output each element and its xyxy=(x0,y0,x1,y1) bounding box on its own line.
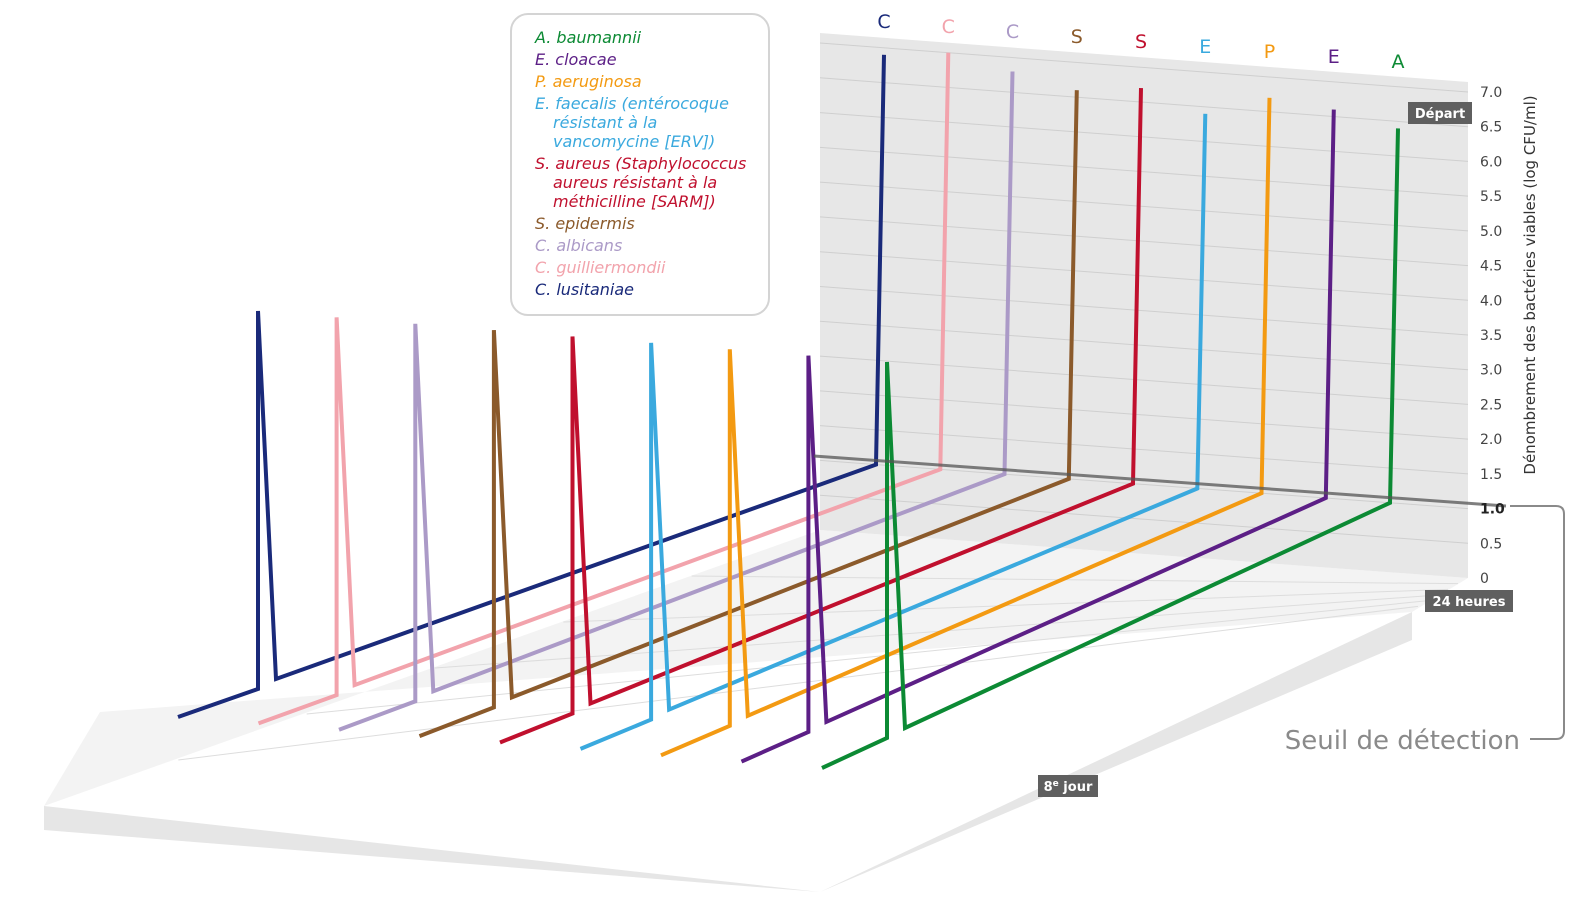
y-tick-label: 6.5 xyxy=(1480,120,1502,136)
legend: A. baumannii E. cloacae P. aeruginosa E. fa… xyxy=(510,13,770,316)
legend-entry-text: E. faecalis (entérocoque xyxy=(535,94,729,113)
series-letter: P xyxy=(1264,41,1275,63)
legend-entry: A. baumannii xyxy=(535,28,768,47)
y-tick-label: 4.5 xyxy=(1480,259,1502,275)
grid-line xyxy=(819,425,1469,475)
legend-entry-text: aureus résistant à la xyxy=(553,173,718,192)
y-tick-label: 1.0 xyxy=(1480,502,1505,518)
svg-text:8e jour: 8e jour xyxy=(1044,779,1093,795)
y-axis-ticks: 7.0 6.5 6.0 5.5 5.0 4.5 4.0 3.5 3.0 2.5 2.0 1.5 1.0 0… xyxy=(1480,85,1505,587)
series-letter: S xyxy=(1071,26,1083,48)
series-letter: E xyxy=(1328,46,1340,68)
series-letter: A xyxy=(1392,51,1405,73)
series-line xyxy=(579,113,1208,751)
series-letters: C C C S S E P E A xyxy=(877,11,1404,73)
back-wall xyxy=(820,33,1468,578)
legend-entry-text: C. guilliermondii xyxy=(535,258,666,277)
legend-entry-text: A. baumannii xyxy=(535,28,642,47)
threshold-line-mark xyxy=(813,454,1507,508)
threshold-line xyxy=(813,454,1507,508)
y-tick-label: 6.0 xyxy=(1480,154,1502,170)
series-line xyxy=(821,128,1400,770)
y-tick-label: 1.5 xyxy=(1480,467,1502,483)
legend-entry: S. epidermis xyxy=(535,214,768,233)
legend-entry-text: S. aureus (Staphylococcus xyxy=(535,154,747,173)
y-tick-label: 2.5 xyxy=(1480,397,1502,413)
legend-entry-text: S. epidermis xyxy=(535,214,635,233)
floor-back xyxy=(44,530,1468,806)
legend-entry: E. cloacae xyxy=(535,50,768,69)
grid-line xyxy=(819,216,1469,267)
y-tick-label: 5.5 xyxy=(1480,189,1502,205)
threshold-label: Seuil de détection xyxy=(1285,726,1520,756)
series-line xyxy=(418,90,1079,738)
series-line xyxy=(177,54,886,719)
grid-line xyxy=(819,77,1469,128)
series-line xyxy=(257,52,951,726)
legend-entry-text: résistant à la xyxy=(553,113,658,132)
series-letter: E xyxy=(1199,36,1211,58)
grid-line xyxy=(819,146,1469,197)
legend-entry: P. aeruginosa xyxy=(535,72,768,91)
y-tick-label: 0 xyxy=(1480,571,1489,587)
series-line xyxy=(660,97,1272,758)
series-letter: S xyxy=(1135,31,1147,53)
series-line xyxy=(740,109,1336,764)
y-axis-label: Dénombrement des bactéries viables (log … xyxy=(1521,95,1539,474)
grid-line xyxy=(819,112,1469,162)
grid-line xyxy=(819,251,1469,301)
grid-lines xyxy=(819,42,1469,544)
grid-line xyxy=(819,355,1469,405)
grid-line xyxy=(819,459,1469,510)
series-lines xyxy=(177,52,1400,770)
legend-entry: C. albicans xyxy=(535,236,768,255)
y-tick-label: 3.5 xyxy=(1480,328,1502,344)
y-tick-label: 0.5 xyxy=(1480,536,1502,552)
grid-line xyxy=(819,320,1469,371)
legend-entry: C. guilliermondii xyxy=(535,258,768,277)
svg-text:24 heures: 24 heures xyxy=(1433,595,1506,610)
y-tick-label: 4.0 xyxy=(1480,293,1502,309)
grid-line xyxy=(819,286,1469,336)
series-line xyxy=(499,88,1143,745)
series-line xyxy=(338,71,1015,732)
legend-entry: E. faecalis (entérocoque résistant à la va… xyxy=(535,94,768,151)
legend-entry: C. lusitaniae xyxy=(535,280,768,299)
legend-entry-text: C. albicans xyxy=(535,236,623,255)
svg-text:Départ: Départ xyxy=(1415,107,1465,122)
floor-front xyxy=(44,612,1412,892)
legend-entry-text: vancomycine [ERV]) xyxy=(553,132,716,151)
threshold-bracket xyxy=(1510,505,1565,740)
badge-24h: 24 heures xyxy=(1425,590,1513,612)
grid-line xyxy=(819,390,1469,440)
legend-entry-text: méthicilline [SARM]) xyxy=(553,192,716,211)
legend-entry-text: P. aeruginosa xyxy=(535,72,642,91)
y-tick-label: 5.0 xyxy=(1480,224,1502,240)
floor-grid-line xyxy=(178,605,1419,761)
series-letter: C xyxy=(1006,21,1019,43)
floor-grid-line xyxy=(434,594,1439,669)
series-letter: C xyxy=(877,11,890,33)
legend-entry-text: E. cloacae xyxy=(535,50,617,69)
y-tick-label: 7.0 xyxy=(1480,85,1502,101)
legend-entry: S. aureus (Staphylococcus aureus résistan… xyxy=(535,154,768,211)
y-tick-label: 2.0 xyxy=(1480,432,1502,448)
series-letter: C xyxy=(942,16,955,38)
grid-line xyxy=(819,181,1469,232)
badge-day8: 8e jour xyxy=(1038,775,1098,797)
y-tick-label: 3.0 xyxy=(1480,363,1502,379)
grid-line xyxy=(819,42,1469,93)
badge-start: Départ xyxy=(1408,102,1472,124)
legend-entry-text: C. lusitaniae xyxy=(535,280,635,299)
